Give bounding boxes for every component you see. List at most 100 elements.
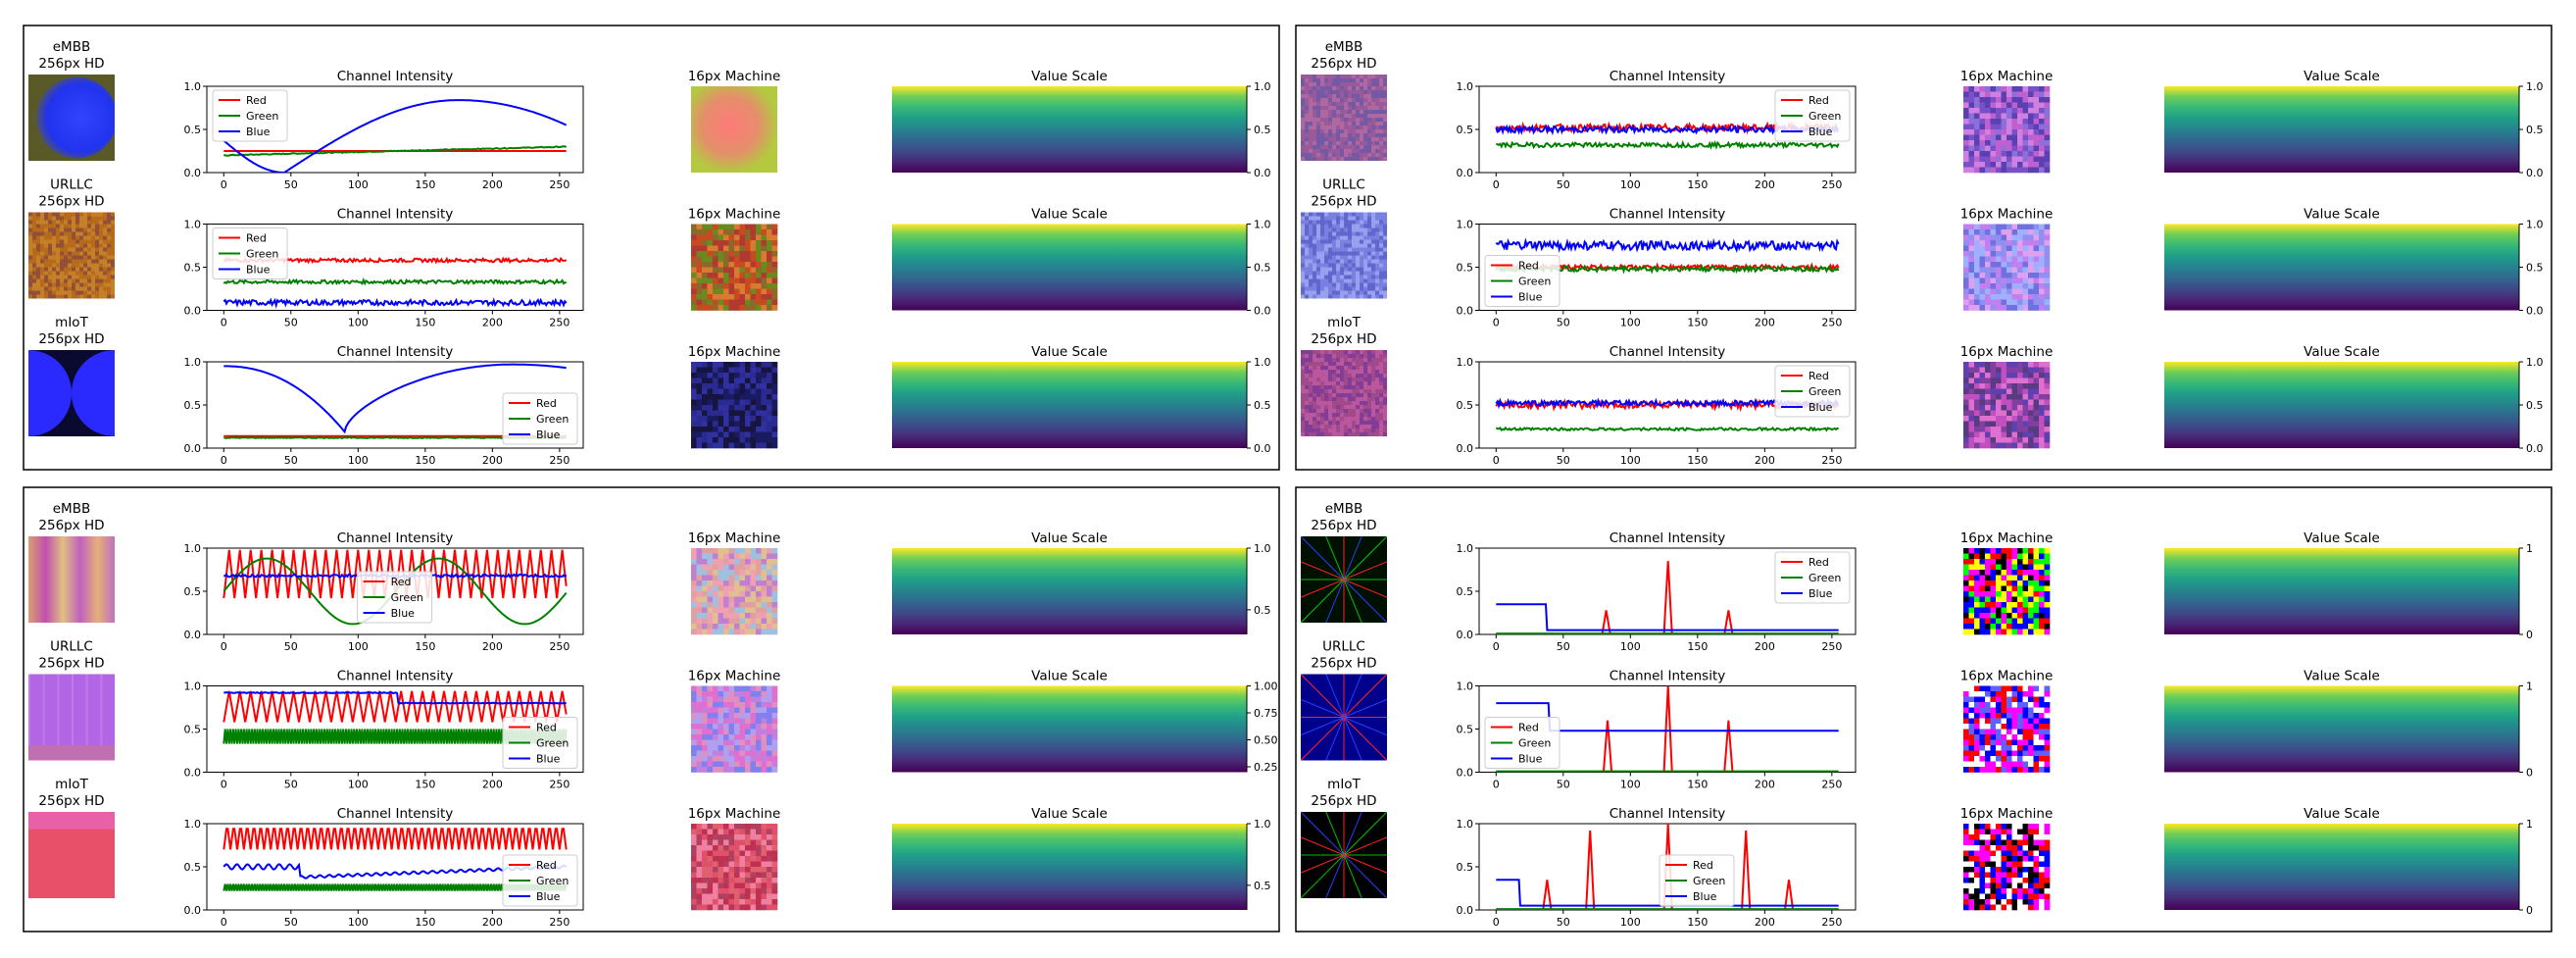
machine-thumbnail [1963,548,2051,635]
thumb-pixel [1363,239,1368,244]
x-tick-label: 200 [482,779,503,791]
thumb-pixel [32,251,37,256]
thumb-pixel [1363,278,1368,283]
thumb-pixel [1352,282,1357,287]
machine-pixel [2033,394,2040,400]
thumb-content [28,674,115,761]
y-tick-label: 1.0 [184,681,202,693]
machine-pixel [1990,713,1997,719]
y-tick-label: 0.5 [184,124,202,136]
machine-pixel [2039,91,2045,98]
thumb-pixel [103,286,108,291]
machine-pixel [756,872,762,879]
machine-pixel [718,378,724,384]
machine-pixel [2044,124,2051,130]
thumb-pixel [1367,366,1372,371]
machine-pixel [2033,416,2040,422]
machine-pixel [767,596,772,603]
thumb-pixel [1305,141,1310,146]
machine-pixel [2039,240,2045,246]
machine-pixel [691,273,697,278]
machine-pixel [761,696,768,703]
machine-pixel [771,696,778,703]
machine-pixel [756,750,762,757]
machine-pixel [2033,145,2040,152]
thumb-pixel [60,286,65,291]
machine-pixel [691,756,697,762]
machine-pixel [702,702,708,708]
machine-pixel [691,373,697,378]
machine-pixel [1996,378,2002,384]
thumb-pixel [79,294,84,299]
machine-pixel [761,262,768,268]
machine-pixel [1974,145,1980,152]
machine-pixel [750,861,757,868]
machine-pixel [691,834,697,840]
thumb-pixel [1340,354,1345,359]
thumb-pixel [1305,267,1310,272]
machine-pixel [2017,273,2023,278]
machine-pixel [750,570,757,576]
machine-pixel [702,240,708,246]
thumb-pixel [1301,106,1306,111]
machine-pixel [756,702,762,708]
thumb-pixel [1320,362,1325,367]
machine-pixel [718,591,724,597]
machine-pixel [2001,108,2007,114]
x-tick-label: 150 [415,178,435,191]
thumb-pixel [1340,220,1345,225]
machine-pixel [739,267,746,274]
machine-pixel [767,553,772,560]
thumb-pixel [1313,271,1317,276]
thumb-pixel [1344,421,1349,426]
machine-pixel [767,305,772,311]
thumb-pixel [36,290,41,295]
machine-pixel [2039,570,2045,576]
machine-pixel [1979,283,1986,289]
thumb-pixel [32,235,37,240]
machine-thumbnail [691,685,778,773]
thumb-pixel [1316,94,1321,99]
machine-pixel [2033,618,2040,625]
machine-pixel [2028,624,2034,630]
machine-pixel [707,394,714,400]
thumb-pixel [1324,405,1329,410]
thumb-pixel [72,220,76,225]
machine-pixel [691,707,697,714]
machine-pixel [750,767,757,773]
thumb-pixel [68,231,73,236]
thumb-pixel [1336,409,1341,414]
thumb-pixel [99,286,104,291]
thumb-pixel [1340,118,1345,123]
machine-pixel [1974,367,1980,374]
legend-label-blue: Blue [1808,401,1833,414]
thumb-pixel [1316,413,1321,418]
machine-pixel [1968,294,1975,300]
machine-pixel [1963,102,1969,109]
machine-pixel [728,839,735,846]
machine-pixel [2011,167,2018,174]
machine-title: 16px Machine [688,207,781,223]
machine-pixel [1985,756,1991,762]
machine-pixel [2022,156,2029,163]
machine-pixel [756,904,762,911]
thumb-pixel [1383,271,1387,276]
thumb-pixel [40,220,45,225]
thumb-pixel [1383,133,1387,138]
machine-pixel [1968,559,1975,565]
thumb-pixel [107,235,112,240]
thumb-line [1301,698,1387,736]
scale-tick-label: 0.5 [1254,604,1271,617]
machine-pixel [771,240,778,246]
thumb-pixel [83,278,88,283]
machine-pixel [2028,388,2034,395]
machine-pixel [2011,416,2018,422]
thumb-pixel [1316,358,1321,363]
thumb-pixel [1301,425,1306,429]
thumb-pixel [1379,82,1384,87]
thumb-pixel [95,263,100,268]
machine-pixel [767,861,772,868]
thumb-pixel [1344,389,1349,394]
thumb-pixel [1336,220,1341,225]
